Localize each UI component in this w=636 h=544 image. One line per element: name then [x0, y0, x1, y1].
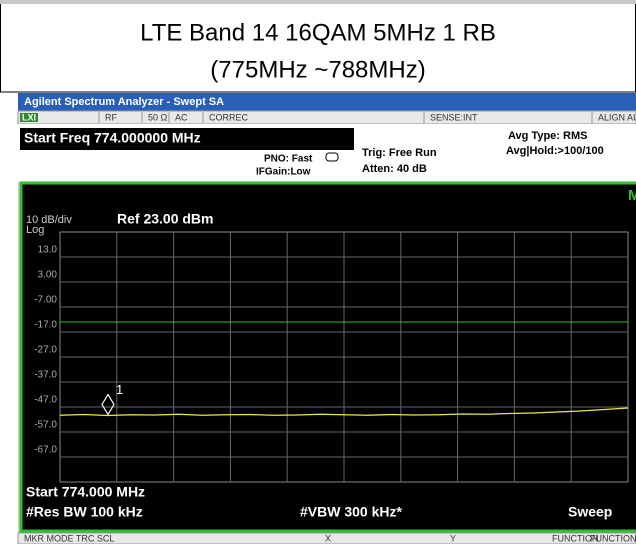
bottom-item: X — [325, 533, 331, 543]
corner-label: Mk — [628, 187, 636, 204]
y-tick-label: -7.00 — [34, 295, 57, 306]
lxi-text: LXI — [22, 112, 36, 122]
status-item: RF — [105, 112, 117, 122]
caption-line1: LTE Band 14 16QAM 5MHz 1 RB — [140, 19, 496, 46]
bottom-item: MKR MODE TRC SCL — [24, 533, 114, 543]
marker-label: 1 — [116, 382, 123, 397]
sweep: Sweep — [568, 504, 612, 520]
vbw: #VBW 300 kHz* — [300, 504, 402, 520]
status-item: ALIGN AUTO — [598, 112, 636, 122]
avg-hold: Avg|Hold:>100/100 — [506, 145, 604, 157]
ref-level: Ref 23.00 dBm — [117, 211, 213, 227]
status-item: 50 Ω — [148, 112, 168, 122]
lxi-badge — [20, 113, 38, 122]
bottom-item: FUNCTION WIDT — [590, 533, 636, 543]
marker — [101, 393, 115, 416]
ifgain: IFGain:Low — [256, 167, 311, 178]
y-tick-label: -67.0 — [34, 445, 57, 456]
atten: Atten: 40 dB — [362, 163, 427, 175]
scale: 10 dB/div — [26, 214, 72, 226]
start-freq-box — [20, 128, 354, 150]
avg-type: Avg Type: RMS — [508, 130, 587, 142]
trace — [59, 407, 629, 417]
y-tick-label: -47.0 — [34, 395, 57, 406]
pno: PNO: Fast — [264, 154, 313, 165]
bottom-bar — [17, 532, 636, 544]
window-title: Agilent Spectrum Analyzer - Swept SA — [24, 96, 224, 108]
status-item: AC — [175, 112, 188, 122]
y-tick-label: -37.0 — [34, 370, 57, 381]
caption-line2: (775MHz ~788MHz) — [210, 56, 425, 83]
start: Start 774.000 MHz — [26, 484, 145, 500]
pno-icon — [325, 152, 339, 162]
y-tick-label: -57.0 — [34, 420, 57, 431]
y-tick-label: 3.00 — [38, 270, 58, 281]
caption-box — [0, 0, 636, 93]
status-item: CORREC — [209, 112, 249, 122]
status-item: SENSE:INT — [430, 112, 478, 122]
y-tick-label: -17.0 — [34, 320, 57, 331]
bottom-item: Y — [450, 533, 456, 543]
scale-type: Log — [26, 224, 44, 236]
trig: Trig: Free Run — [362, 147, 437, 159]
bottom-item: FUNCTION — [552, 533, 599, 543]
cut-bar — [0, 0, 636, 4]
y-tick-label: -27.0 — [34, 345, 57, 356]
title-bar — [18, 93, 636, 111]
res-bw: #Res BW 100 kHz — [26, 504, 143, 520]
y-tick-label: 13.0 — [38, 245, 58, 256]
start-freq: Start Freq 774.000000 MHz — [24, 130, 201, 146]
